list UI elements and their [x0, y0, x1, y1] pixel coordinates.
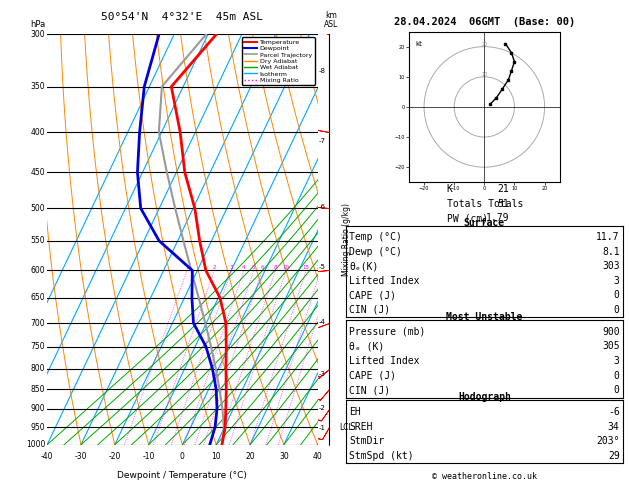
Text: 500: 500	[31, 204, 45, 213]
Text: 3: 3	[614, 356, 620, 366]
Text: -8: -8	[319, 68, 326, 74]
Text: StmSpd (kt): StmSpd (kt)	[349, 451, 414, 461]
Text: 650: 650	[31, 293, 45, 302]
Text: 1: 1	[186, 265, 189, 270]
Text: 850: 850	[31, 385, 45, 394]
Text: Totals Totals: Totals Totals	[447, 199, 523, 208]
Text: hPa: hPa	[30, 20, 45, 29]
Text: 203°: 203°	[596, 436, 620, 446]
Text: LCL: LCL	[339, 423, 353, 433]
Text: -30: -30	[75, 452, 87, 461]
Text: 8.1: 8.1	[602, 247, 620, 257]
Text: StmDir: StmDir	[349, 436, 384, 446]
Text: SREH: SREH	[349, 422, 372, 432]
Text: 450: 450	[31, 168, 45, 177]
Text: K: K	[447, 184, 452, 194]
Text: -6: -6	[319, 204, 326, 210]
Text: PW (cm): PW (cm)	[447, 213, 487, 223]
Text: EH: EH	[349, 407, 361, 417]
Text: 3: 3	[230, 265, 233, 270]
Text: Lifted Index: Lifted Index	[349, 356, 420, 366]
Text: Dewp (°C): Dewp (°C)	[349, 247, 402, 257]
Text: -5: -5	[319, 264, 326, 270]
Text: -6: -6	[608, 407, 620, 417]
Text: θₑ (K): θₑ (K)	[349, 342, 384, 351]
Text: 950: 950	[31, 423, 45, 432]
Text: 1.79: 1.79	[486, 213, 509, 223]
Text: 900: 900	[31, 404, 45, 413]
Text: 11.7: 11.7	[596, 232, 620, 242]
Text: 800: 800	[31, 364, 45, 373]
Text: 750: 750	[31, 342, 45, 351]
Text: 303: 303	[602, 261, 620, 271]
Text: 20: 20	[245, 452, 255, 461]
Text: 40: 40	[313, 452, 323, 461]
Text: 350: 350	[31, 82, 45, 91]
Text: CAPE (J): CAPE (J)	[349, 291, 396, 300]
Text: Dewpoint / Temperature (°C): Dewpoint / Temperature (°C)	[118, 471, 247, 481]
Text: 10: 10	[211, 452, 221, 461]
Text: 20: 20	[317, 265, 324, 270]
Text: 0: 0	[614, 385, 620, 395]
Text: 50°54'N  4°32'E  45m ASL: 50°54'N 4°32'E 45m ASL	[101, 12, 264, 22]
Text: Surface: Surface	[464, 218, 505, 227]
Text: -40: -40	[41, 452, 53, 461]
Text: CIN (J): CIN (J)	[349, 385, 390, 395]
Text: -1: -1	[319, 425, 326, 431]
Text: 3: 3	[614, 276, 620, 286]
Text: © weatheronline.co.uk: © weatheronline.co.uk	[432, 472, 537, 481]
Text: 0: 0	[614, 305, 620, 315]
Text: 0: 0	[180, 452, 185, 461]
Text: 0: 0	[614, 371, 620, 381]
Text: 700: 700	[31, 318, 45, 328]
Text: 29: 29	[608, 451, 620, 461]
Text: 0: 0	[614, 291, 620, 300]
Text: -3: -3	[319, 371, 326, 377]
Text: 1000: 1000	[26, 440, 45, 449]
Text: 4: 4	[242, 265, 245, 270]
Text: km
ASL: km ASL	[325, 11, 338, 29]
Text: Temp (°C): Temp (°C)	[349, 232, 402, 242]
Text: kt: kt	[415, 41, 422, 47]
Text: 28.04.2024  06GMT  (Base: 00): 28.04.2024 06GMT (Base: 00)	[394, 17, 575, 27]
Text: 10: 10	[481, 72, 487, 77]
Text: CIN (J): CIN (J)	[349, 305, 390, 315]
Text: 51: 51	[498, 199, 509, 208]
Text: -10: -10	[142, 452, 155, 461]
Text: -20: -20	[109, 452, 121, 461]
Text: 21: 21	[498, 184, 509, 194]
Text: Most Unstable: Most Unstable	[446, 312, 523, 322]
Text: Lifted Index: Lifted Index	[349, 276, 420, 286]
Text: 2: 2	[213, 265, 216, 270]
Text: 10: 10	[282, 265, 289, 270]
Text: 34: 34	[608, 422, 620, 432]
Text: 6: 6	[260, 265, 264, 270]
Text: 900: 900	[602, 327, 620, 337]
Text: 30: 30	[279, 452, 289, 461]
Text: Mixing Ratio (g/kg): Mixing Ratio (g/kg)	[342, 203, 350, 276]
Text: 305: 305	[602, 342, 620, 351]
Text: Pressure (mb): Pressure (mb)	[349, 327, 425, 337]
Text: -7: -7	[319, 138, 326, 143]
Text: 8: 8	[274, 265, 277, 270]
Text: 5: 5	[252, 265, 255, 270]
Text: 600: 600	[31, 266, 45, 275]
Text: 400: 400	[31, 128, 45, 137]
Text: θₑ(K): θₑ(K)	[349, 261, 379, 271]
Text: -4: -4	[319, 318, 326, 325]
Text: 550: 550	[31, 236, 45, 245]
Legend: Temperature, Dewpoint, Parcel Trajectory, Dry Adiabat, Wet Adiabat, Isotherm, Mi: Temperature, Dewpoint, Parcel Trajectory…	[242, 37, 314, 86]
Text: 300: 300	[31, 30, 45, 38]
Text: CAPE (J): CAPE (J)	[349, 371, 396, 381]
Text: Hodograph: Hodograph	[458, 393, 511, 402]
Text: 20: 20	[481, 42, 487, 47]
Text: -2: -2	[319, 405, 326, 411]
Text: 15: 15	[303, 265, 309, 270]
